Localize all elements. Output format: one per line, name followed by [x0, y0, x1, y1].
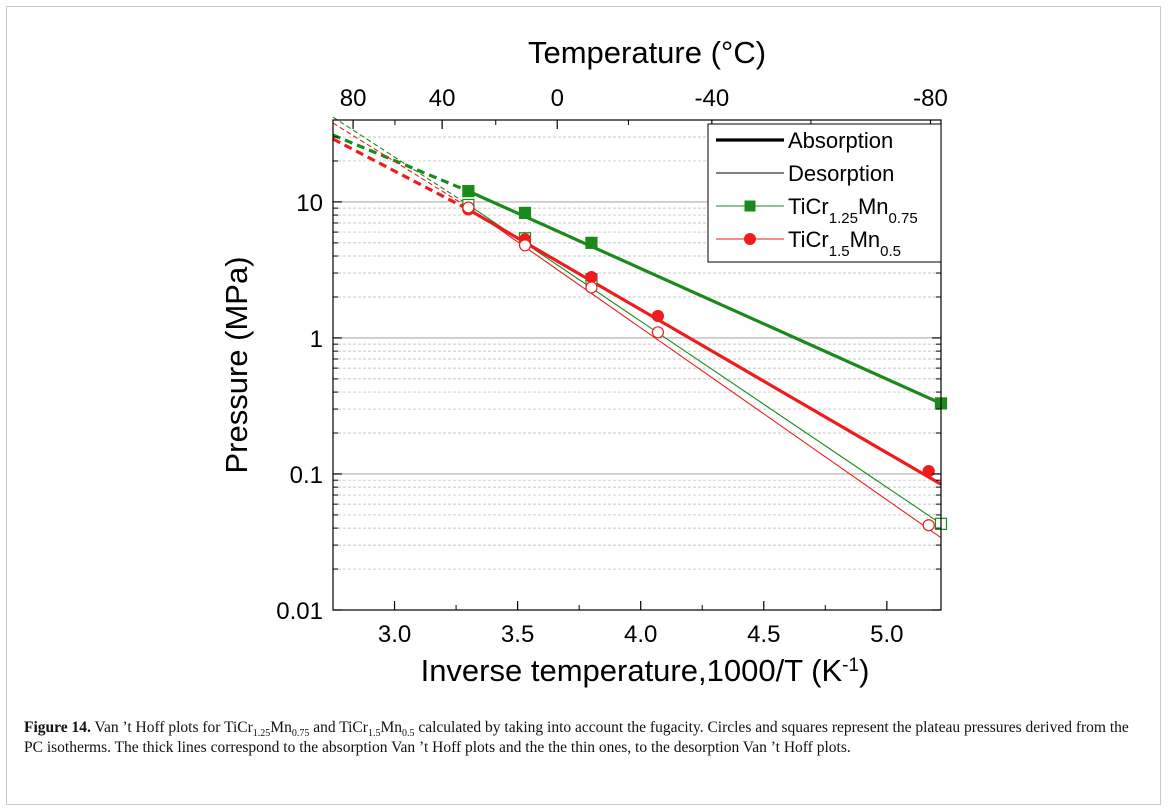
x-axis-title-sup: -1 — [842, 655, 859, 676]
circle-marker-filled — [923, 466, 934, 477]
caption-label: Figure 14. — [24, 719, 91, 736]
y-axis-title: Pressure (MPa) — [219, 256, 254, 473]
caption-sub-2: 0.75 — [292, 728, 310, 739]
x-tick-label: 3.5 — [501, 621, 534, 648]
top-tick-label: 0 — [551, 85, 564, 112]
caption-text-2: Mn — [270, 719, 292, 736]
circle-marker-filled — [586, 272, 597, 283]
square-marker-filled — [520, 207, 531, 218]
legend-text: Mn — [850, 227, 881, 252]
legend-square-marker — [745, 201, 756, 212]
x-axis-title-close: ) — [859, 653, 869, 688]
y-tick-label: 0.01 — [276, 598, 323, 625]
x-tick-label: 4.0 — [624, 621, 657, 648]
caption-text-1: Van ’t Hoff plots for TiCr — [91, 719, 253, 736]
legend-text: Mn — [858, 194, 889, 219]
legend-subscript: 0.5 — [880, 243, 901, 260]
circle-marker-open — [520, 240, 531, 251]
circle-marker-open — [586, 282, 597, 293]
top-tick-label: -40 — [695, 85, 730, 112]
y-tick-label: 0.1 — [290, 462, 323, 489]
caption-text-3: and TiCr — [309, 719, 368, 736]
legend-entry-label: Desorption — [788, 161, 894, 186]
top-tick-label: -80 — [913, 85, 948, 112]
y-tick-label: 1 — [310, 326, 323, 353]
x-tick-label: 4.5 — [747, 621, 780, 648]
legend-subscript: 1.25 — [829, 210, 858, 227]
legend-subscript: 0.75 — [889, 210, 918, 227]
x-axis-title-main: Inverse temperature,1000/T (K — [421, 653, 843, 688]
y-tick-label: 10 — [296, 190, 323, 217]
figure-caption: Figure 14. Van ’t Hoff plots for TiCr1.2… — [24, 718, 1144, 758]
caption-sub-3: 1.5 — [368, 728, 381, 739]
x-tick-label: 5.0 — [870, 621, 903, 648]
x-axis-title: Inverse temperature,1000/T (K-1) — [421, 653, 870, 688]
square-marker-filled — [586, 237, 597, 248]
caption-sub-1: 1.25 — [253, 728, 271, 739]
legend-subscript: 1.5 — [829, 243, 850, 260]
circle-marker-open — [463, 202, 474, 213]
caption-text-4: Mn — [380, 719, 402, 736]
top-tick-label: 80 — [340, 85, 367, 112]
top-tick-label: 40 — [429, 85, 456, 112]
circle-marker-filled — [652, 310, 663, 321]
x-tick-label: 3.0 — [378, 621, 411, 648]
legend: AbsorptionDesorptionTiCr1.25Mn0.75TiCr1.… — [708, 124, 941, 262]
extrapolation-line — [333, 123, 468, 207]
extrapolation-line — [333, 139, 468, 209]
circle-marker-open — [923, 520, 934, 531]
legend-circle-marker — [744, 233, 756, 245]
top-axis-title: Temperature (°C) — [528, 35, 766, 70]
vant-hoff-chart: 0.01 0.1 1 10 3.0 3.5 4.0 4.5 5.0 80 40 0 -40 -80 Abs… — [0, 0, 1167, 700]
circle-marker-open — [652, 327, 663, 338]
extrapolation-line — [333, 135, 468, 191]
caption-sub-4: 0.5 — [402, 728, 415, 739]
square-marker-filled — [463, 186, 474, 197]
legend-entry-label: Absorption — [788, 128, 893, 153]
